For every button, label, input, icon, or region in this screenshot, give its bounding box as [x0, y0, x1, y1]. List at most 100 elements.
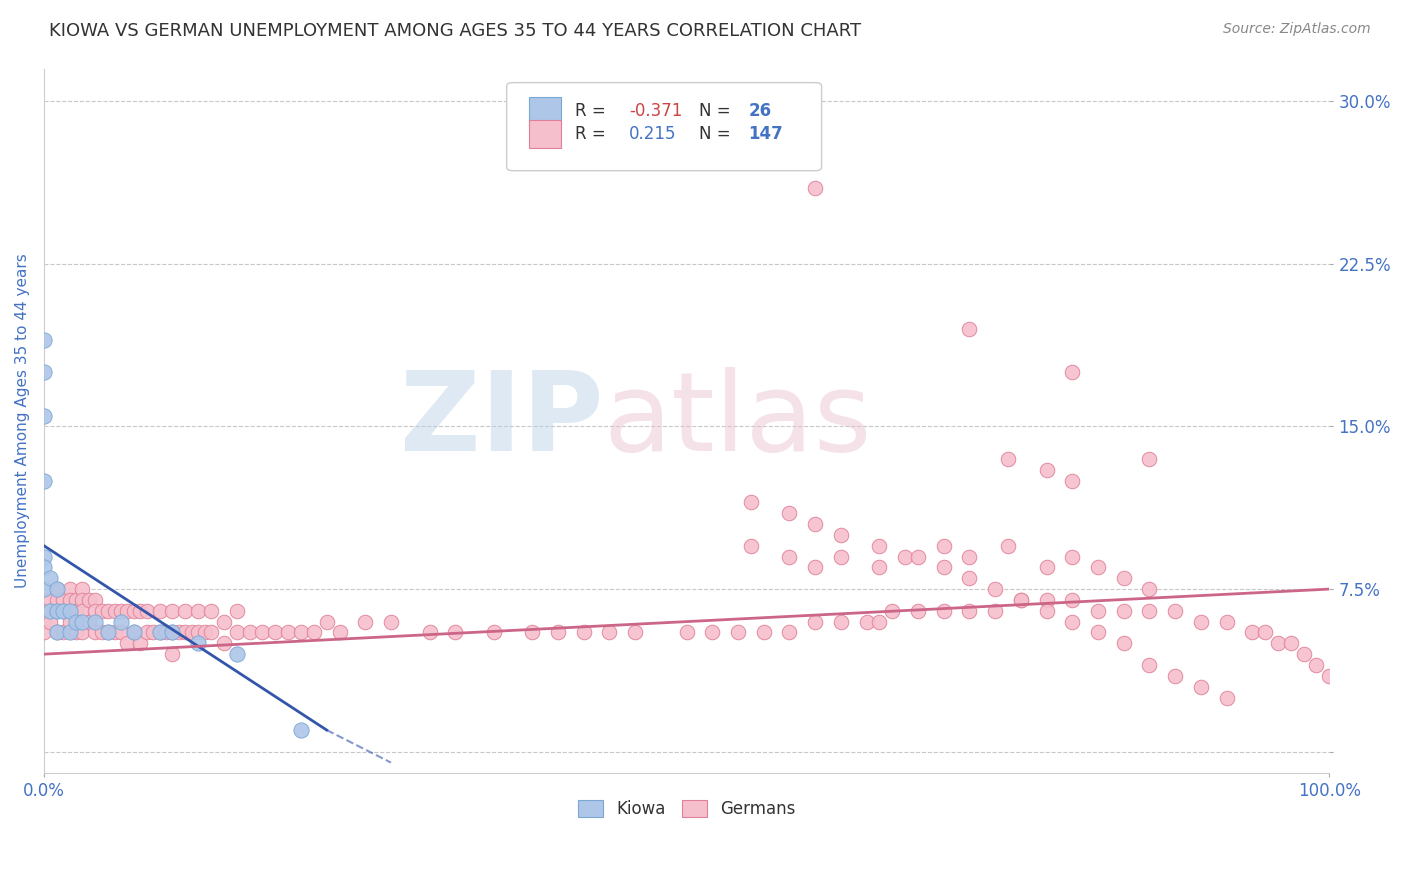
Point: [148, 604, 170, 618]
Point: [1137, 582, 1160, 596]
Text: KIOWA VS GERMAN UNEMPLOYMENT AMONG AGES 35 TO 44 YEARS CORRELATION CHART: KIOWA VS GERMAN UNEMPLOYMENT AMONG AGES …: [49, 22, 862, 40]
Point: [1112, 571, 1135, 585]
Point: [1215, 615, 1237, 629]
Point: [45, 625, 67, 640]
Point: [855, 615, 877, 629]
Point: [1215, 690, 1237, 705]
Point: [200, 604, 222, 618]
Point: [1035, 604, 1057, 618]
Point: [122, 604, 145, 618]
Point: [225, 647, 247, 661]
Point: [32, 409, 55, 423]
Point: [52, 604, 75, 618]
Point: [302, 625, 325, 640]
Point: [277, 625, 299, 640]
Point: [957, 604, 980, 618]
Point: [193, 625, 215, 640]
Point: [932, 539, 955, 553]
Point: [162, 625, 184, 640]
Text: atlas: atlas: [603, 368, 872, 475]
Point: [1189, 680, 1212, 694]
Point: [328, 625, 350, 640]
Point: [72, 615, 94, 629]
Point: [200, 625, 222, 640]
Point: [252, 625, 274, 640]
Point: [238, 625, 260, 640]
Point: [59, 625, 82, 640]
Point: [1062, 549, 1084, 564]
Point: [675, 625, 697, 640]
Point: [804, 560, 827, 574]
Point: [547, 625, 569, 640]
Point: [1035, 560, 1057, 574]
Point: [1010, 593, 1032, 607]
Point: [59, 593, 82, 607]
Point: [135, 625, 157, 640]
Point: [1087, 625, 1109, 640]
Point: [32, 625, 55, 640]
Point: [1137, 657, 1160, 672]
Text: -0.371: -0.371: [628, 102, 682, 120]
Point: [90, 625, 112, 640]
Point: [72, 604, 94, 618]
Point: [752, 625, 775, 640]
Point: [32, 615, 55, 629]
Point: [77, 615, 100, 629]
Point: [52, 604, 75, 618]
Point: [72, 582, 94, 596]
Point: [52, 625, 75, 640]
Point: [117, 604, 139, 618]
Point: [84, 593, 107, 607]
Point: [162, 604, 184, 618]
Point: [129, 636, 152, 650]
Point: [1137, 604, 1160, 618]
Point: [482, 625, 505, 640]
Point: [59, 604, 82, 618]
Point: [984, 604, 1007, 618]
Point: [932, 560, 955, 574]
Point: [45, 604, 67, 618]
Legend: Kiowa, Germans: Kiowa, Germans: [571, 794, 803, 825]
Point: [65, 604, 87, 618]
Point: [97, 604, 120, 618]
Point: [1062, 615, 1084, 629]
Point: [187, 636, 209, 650]
Y-axis label: Unemployment Among Ages 35 to 44 years: Unemployment Among Ages 35 to 44 years: [15, 253, 30, 589]
Point: [1267, 636, 1289, 650]
Point: [957, 322, 980, 336]
FancyBboxPatch shape: [529, 96, 561, 125]
Point: [39, 604, 62, 618]
Point: [32, 549, 55, 564]
Point: [868, 615, 890, 629]
Point: [315, 615, 337, 629]
Point: [97, 625, 120, 640]
Point: [84, 615, 107, 629]
FancyBboxPatch shape: [506, 83, 821, 170]
Point: [104, 625, 127, 640]
Point: [907, 604, 929, 618]
Point: [129, 604, 152, 618]
Text: Source: ZipAtlas.com: Source: ZipAtlas.com: [1223, 22, 1371, 37]
Point: [804, 516, 827, 531]
Point: [1305, 657, 1327, 672]
Point: [32, 333, 55, 347]
Point: [778, 549, 800, 564]
Point: [1164, 604, 1187, 618]
Point: [162, 647, 184, 661]
Point: [1062, 593, 1084, 607]
Point: [32, 474, 55, 488]
Point: [84, 625, 107, 640]
Point: [1137, 451, 1160, 466]
Point: [868, 560, 890, 574]
Text: ZIP: ZIP: [399, 368, 603, 475]
Point: [72, 625, 94, 640]
Point: [1035, 463, 1057, 477]
Point: [1241, 625, 1264, 640]
Point: [155, 625, 177, 640]
Point: [77, 593, 100, 607]
Point: [39, 615, 62, 629]
Text: N =: N =: [699, 102, 737, 120]
Point: [740, 539, 762, 553]
Point: [1189, 615, 1212, 629]
Point: [1062, 474, 1084, 488]
